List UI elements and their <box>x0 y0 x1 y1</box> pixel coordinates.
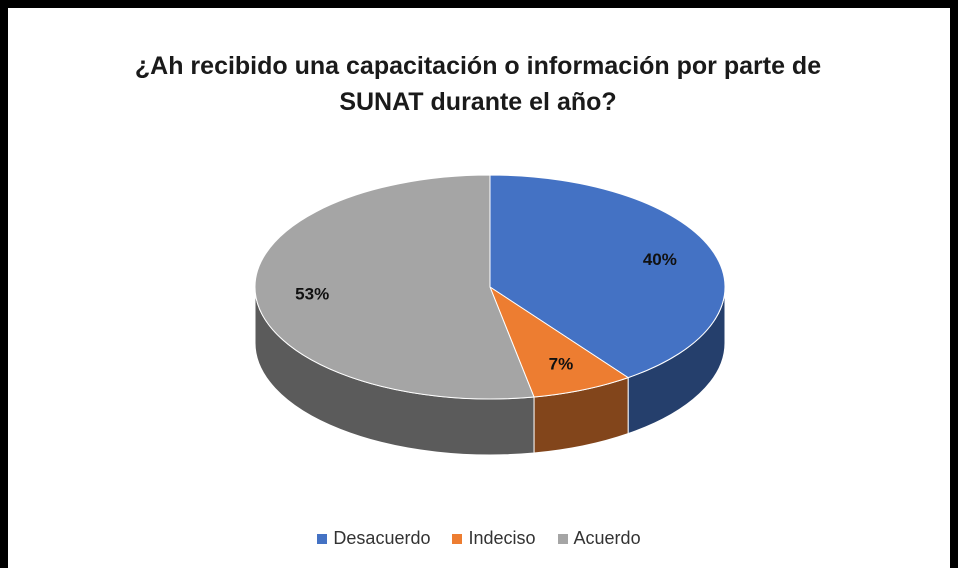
legend-item: Acuerdo <box>557 528 641 549</box>
legend-label: Desacuerdo <box>333 528 431 548</box>
chart-title: ¿Ah recibido una capacitación o informac… <box>134 52 822 116</box>
legend-swatch <box>452 533 463 544</box>
slice <box>489 174 726 379</box>
data-label: 40% <box>643 250 677 269</box>
legend-swatch <box>557 533 568 544</box>
data-label: 7% <box>549 355 574 374</box>
legend-label: Indeciso <box>468 528 536 548</box>
legend-item: Indeciso <box>452 528 536 549</box>
legend-swatch <box>317 533 328 544</box>
data-label: 53% <box>295 284 329 303</box>
legend-label: Acuerdo <box>573 528 641 548</box>
legend-item: Desacuerdo <box>317 528 430 549</box>
pie-area: 40% 7% 53% <box>254 174 726 456</box>
legend: Desacuerdo Indeciso Acuerdo <box>8 528 950 549</box>
slice <box>488 285 630 398</box>
slice <box>254 174 535 400</box>
